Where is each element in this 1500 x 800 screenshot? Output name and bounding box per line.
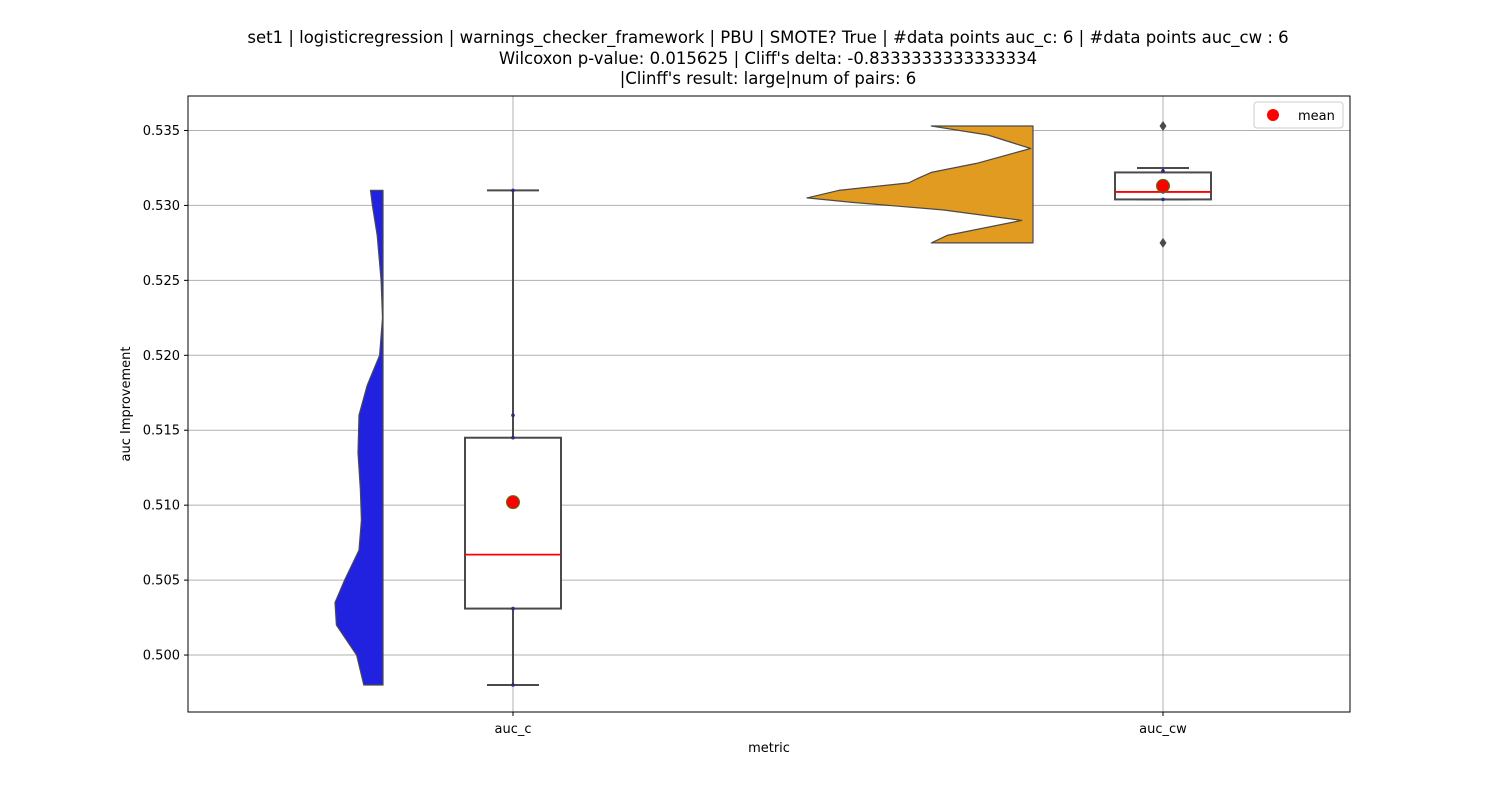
chart-title: set1 | logisticregression | warnings_che… xyxy=(0,28,1500,90)
violins xyxy=(334,125,1034,686)
chart-title-line-3: |Clinff's result: large|num of pairs: 6 xyxy=(619,69,917,88)
outlier-marker xyxy=(1159,120,1167,131)
data-point xyxy=(1161,169,1165,173)
outlier-marker xyxy=(1159,237,1167,248)
box-iqr xyxy=(464,436,562,610)
data-point xyxy=(511,683,515,687)
y-tick-label: 0.530 xyxy=(143,199,180,214)
data-point xyxy=(511,188,515,193)
mean-marker xyxy=(1156,178,1170,193)
y-axis-label: auc Improvement xyxy=(119,347,134,462)
violin-auc_c xyxy=(334,189,384,686)
x-tick-label: auc_c xyxy=(494,722,531,737)
data-point xyxy=(511,413,515,418)
boxplot-auc_cw xyxy=(1114,120,1212,248)
mean-marker xyxy=(506,495,520,510)
legend-mean-marker xyxy=(1267,109,1279,121)
y-tick-label: 0.500 xyxy=(143,649,180,664)
y-tick-label: 0.520 xyxy=(143,349,180,364)
x-tick-label: auc_cw xyxy=(1139,722,1187,737)
chart-title-line-1: set1 | logisticregression | warnings_che… xyxy=(247,28,1289,47)
data-point xyxy=(511,435,515,440)
chart-title-line-2: Wilcoxon p-value: 0.015625 | Cliff's del… xyxy=(498,48,1038,68)
y-tick-label: 0.510 xyxy=(143,499,180,514)
y-tick-label: 0.525 xyxy=(143,274,180,289)
axes: 0.500 0.505 0.510 0.515 0.520 0.525 0.530 0.535… xyxy=(143,124,1187,737)
boxplots xyxy=(464,120,1212,687)
data-point xyxy=(1161,197,1165,202)
y-tick-label: 0.535 xyxy=(143,124,180,139)
violin-auc_cw xyxy=(806,125,1034,244)
plot-area-frame xyxy=(187,95,1351,713)
boxplot-auc_c xyxy=(464,188,562,687)
y-tick-label: 0.505 xyxy=(143,574,180,589)
legend-mean-label: mean xyxy=(1298,109,1335,124)
legend: mean xyxy=(1253,101,1344,129)
y-tick-label: 0.515 xyxy=(143,424,180,439)
legend-frame xyxy=(1253,101,1344,129)
data-point xyxy=(511,606,515,611)
x-axis-label: metric xyxy=(748,741,790,756)
